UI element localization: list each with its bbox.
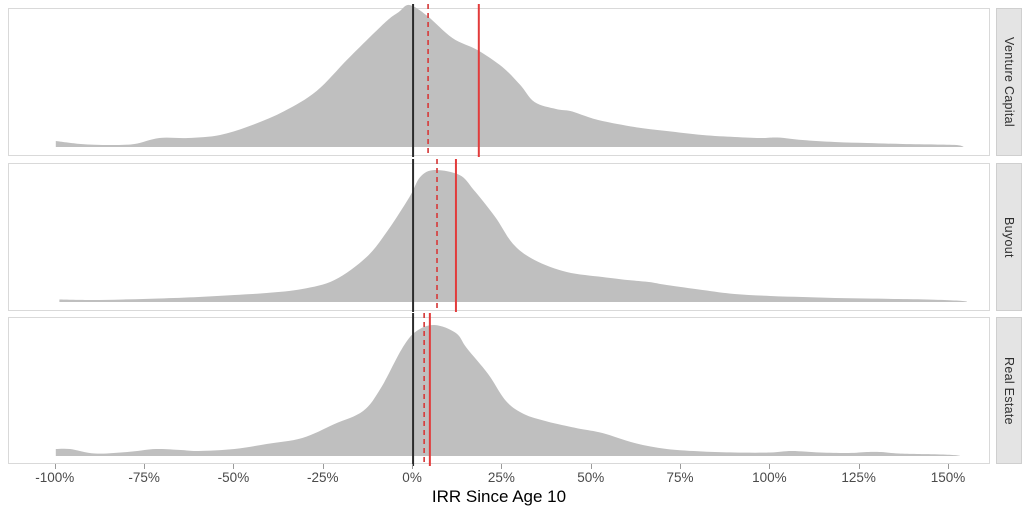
x-tick-label: 125% [841, 470, 876, 485]
facet-strip-label: Real Estate [1002, 356, 1016, 425]
x-tick-mark [947, 464, 949, 469]
panel-real-estate [8, 313, 990, 466]
density-plot-svg [59, 159, 967, 312]
facet-strip-label: Buyout [1002, 216, 1016, 258]
x-tick-mark [501, 464, 503, 469]
x-tick-mark [233, 464, 235, 469]
x-tick-label: 50% [577, 470, 605, 485]
panel-venture-capital [8, 4, 990, 157]
x-tick-label: 25% [487, 470, 515, 485]
x-tick-mark [858, 464, 860, 469]
facet-strip-buyout: Buyout [996, 163, 1022, 311]
x-tick-mark [769, 464, 771, 469]
facet-strip-label: Venture Capital [1002, 37, 1016, 127]
density-area [55, 324, 960, 456]
density-area [59, 169, 967, 302]
facet-strip-real-estate: Real Estate [996, 317, 1022, 464]
x-tick-mark [322, 464, 324, 469]
facet-strip-venture-capital: Venture Capital [996, 8, 1022, 156]
x-tick-label: 150% [930, 470, 966, 485]
panel-buyout [8, 159, 990, 312]
x-tick-label: -100% [35, 470, 75, 485]
x-tick-mark [590, 464, 592, 469]
x-tick-mark [144, 464, 146, 469]
x-tick-label: 75% [666, 470, 694, 485]
density-plot-svg [55, 4, 964, 157]
density-plot-svg [55, 313, 960, 466]
x-tick-label: -75% [128, 470, 160, 485]
x-tick-label: -50% [217, 470, 250, 485]
x-tick-label: 100% [752, 470, 787, 485]
x-axis-title: IRR Since Age 10 [431, 487, 567, 506]
x-tick-label: 0% [402, 470, 422, 485]
x-tick-mark [54, 464, 56, 469]
density-area [55, 4, 964, 148]
x-tick-label: -25% [306, 470, 339, 485]
x-tick-mark [680, 464, 682, 469]
